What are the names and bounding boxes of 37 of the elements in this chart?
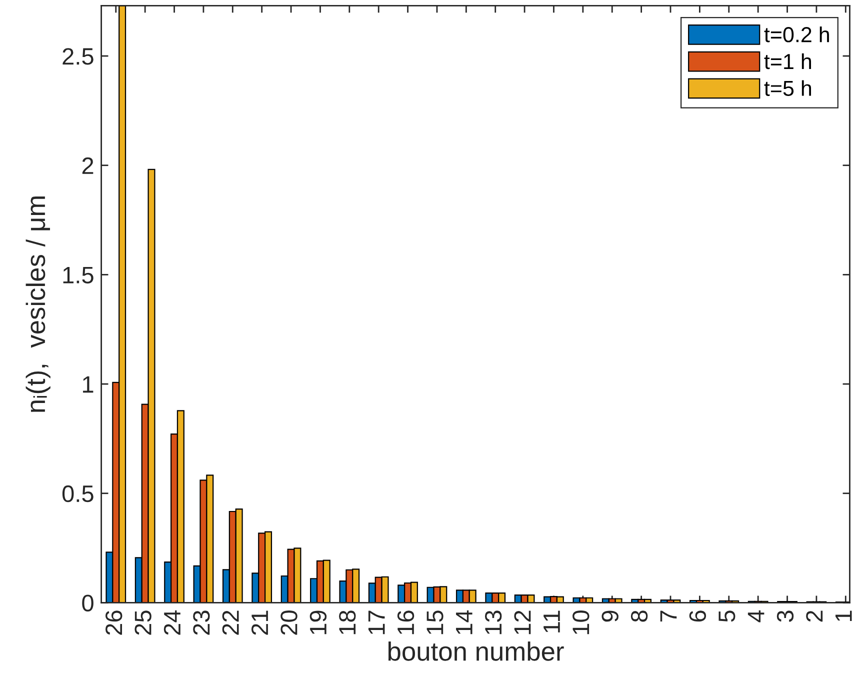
x-tick-label: 13	[484, 610, 502, 634]
x-tick-label: 19	[310, 610, 327, 634]
y-tick-label: 1.5	[63, 266, 94, 284]
x-tick-label: 15	[426, 610, 444, 634]
x-axis-title: bouton number	[388, 641, 564, 661]
x-tick-label: 14	[456, 610, 472, 634]
legend-label: t=0.2 h	[764, 26, 829, 42]
x-tick-label: 20	[280, 610, 298, 635]
x-tick-label: 10	[572, 610, 590, 634]
x-tick-label: 4	[748, 610, 764, 622]
x-tick-label: 25	[134, 610, 152, 635]
x-tick-label: 26	[106, 610, 122, 635]
x-tick-label: 24	[164, 610, 180, 635]
x-tick-label: 12	[514, 610, 531, 634]
x-tick-label: 2	[806, 610, 823, 622]
y-tick-label: 0	[82, 594, 94, 612]
x-tick-label: 17	[368, 610, 385, 634]
x-tick-label: 16	[397, 610, 414, 634]
x-tick-label: 8	[630, 610, 648, 622]
x-tick-label: 5	[718, 610, 736, 622]
legend-label: t=1 h	[764, 53, 812, 70]
x-tick-label: 18	[339, 610, 356, 634]
x-tick-label: 7	[660, 610, 677, 622]
y-tick-label: 1	[83, 376, 94, 393]
x-tick-label: 22	[222, 610, 239, 635]
x-tick-label: 3	[776, 610, 794, 622]
y-tick-label: 2	[82, 157, 94, 174]
x-tick-label: 21	[251, 610, 268, 635]
x-tick-label: 6	[689, 610, 706, 622]
x-tick-label: 11	[544, 610, 560, 632]
x-tick-label: 1	[836, 610, 852, 621]
y-tick-label: 2.5	[62, 48, 94, 65]
y-tick-label: 0.5	[62, 485, 94, 502]
legend-label: t=5 h	[764, 80, 812, 96]
x-tick-label: 9	[602, 610, 618, 622]
y-axis-title: nᵢ(t), vesicles / μm	[26, 196, 50, 412]
x-tick-label: 23	[193, 610, 210, 635]
